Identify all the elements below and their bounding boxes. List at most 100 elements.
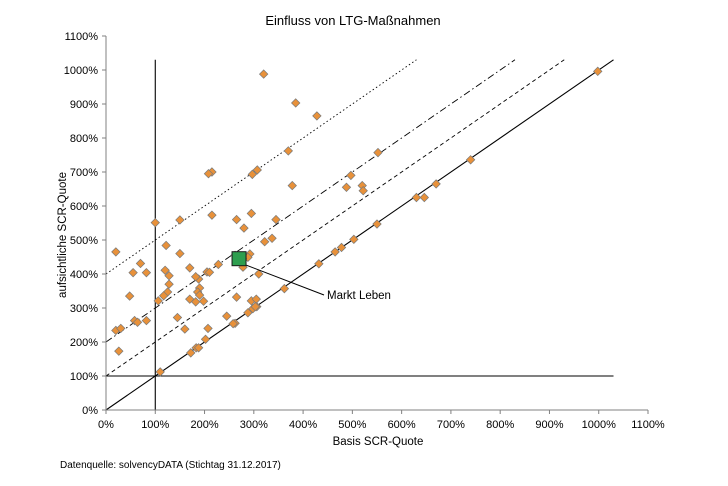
data-points: [111, 66, 603, 377]
data-point: [593, 66, 603, 77]
chart-title: Einfluss von LTG-Maßnahmen: [265, 13, 440, 28]
data-point: [254, 269, 264, 279]
x-axis-ticks: 0% 100% 200% 300% 400% 500% 600% 700% 800% 900% 10…: [98, 410, 665, 431]
x-tick-label: 1100%: [631, 419, 665, 431]
data-point: [346, 170, 356, 181]
highlight-group: Markt Leben: [231, 251, 391, 302]
data-point: [153, 296, 163, 306]
reference-lines: [105, 59, 614, 411]
data-point: [419, 192, 429, 203]
data-point: [128, 267, 138, 278]
data-point: [155, 367, 165, 377]
data-point: [222, 311, 232, 321]
y-tick-label: 1000%: [64, 65, 98, 77]
data-point: [431, 179, 441, 189]
data-point: [160, 265, 170, 275]
data-point: [312, 111, 322, 121]
data-point: [124, 291, 135, 301]
data-point: [465, 155, 476, 165]
x-tick-label: 700%: [437, 419, 465, 431]
reference-line-diagonal-400: [105, 59, 417, 275]
axes: [105, 36, 648, 411]
data-point: [175, 248, 185, 259]
data-point: [161, 240, 171, 251]
data-point: [267, 233, 277, 243]
data-point: [135, 258, 146, 269]
x-tick-label: 300%: [240, 419, 268, 431]
data-point: [336, 242, 347, 253]
market-label: Markt Leben: [327, 290, 391, 302]
data-point: [213, 259, 224, 270]
data-point: [185, 263, 195, 273]
x-tick-label: 900%: [535, 419, 563, 431]
data-point: [193, 343, 204, 353]
data-point: [231, 292, 242, 302]
data-point: [283, 146, 294, 156]
data-point: [164, 279, 174, 289]
y-tick-label: 200%: [70, 337, 98, 349]
data-point: [349, 234, 359, 245]
y-tick-label: 800%: [70, 133, 98, 145]
data-point: [341, 182, 352, 192]
y-axis-title: aufsichtliche SCR-Quote: [57, 172, 69, 298]
data-point: [291, 98, 301, 108]
data-point: [150, 217, 160, 228]
x-tick-label: 1000%: [582, 419, 616, 431]
data-point: [243, 308, 253, 318]
data-point: [141, 267, 152, 278]
data-point: [114, 346, 124, 356]
data-point: [373, 147, 383, 158]
data-point: [158, 291, 169, 301]
x-tick-label: 100%: [141, 419, 169, 431]
data-point: [279, 283, 290, 294]
x-tick-label: 200%: [190, 419, 218, 431]
data-point: [259, 237, 270, 247]
data-point: [330, 247, 340, 257]
y-axis-ticks: 0% 100% 200% 300% 400% 500% 600% 700% 800% 900% 10…: [64, 31, 106, 417]
data-point: [204, 267, 215, 277]
x-axis-title: Basis SCR-Quote: [333, 436, 424, 448]
data-point: [207, 210, 217, 220]
data-point: [231, 214, 242, 225]
annotation-leader-line: [244, 264, 325, 296]
data-point: [411, 192, 422, 203]
data-point: [258, 69, 269, 79]
data-point: [198, 296, 209, 306]
data-point: [203, 323, 213, 334]
market-marker: [231, 251, 247, 267]
data-point: [132, 317, 143, 327]
x-tick-label: 400%: [289, 419, 317, 431]
x-tick-label: 600%: [388, 419, 416, 431]
data-point: [141, 315, 152, 326]
data-point: [180, 324, 190, 334]
data-point: [190, 272, 201, 282]
data-point: [252, 165, 262, 175]
y-tick-label: 1100%: [65, 31, 99, 43]
reference-line-diagonal-0: [105, 59, 614, 411]
y-tick-label: 700%: [70, 167, 98, 179]
data-point: [194, 290, 205, 300]
data-point: [239, 223, 249, 233]
data-point: [246, 208, 257, 219]
data-point: [314, 259, 324, 269]
data-point: [111, 247, 121, 257]
reference-line-diagonal-100: [105, 59, 565, 377]
reference-line-diagonal-200: [105, 59, 516, 343]
y-tick-label: 0%: [82, 405, 98, 417]
data-point: [116, 323, 126, 334]
data-point: [190, 297, 201, 307]
data-point: [287, 180, 297, 191]
data-point: [175, 215, 185, 225]
data-point: [372, 219, 382, 229]
data-point: [186, 348, 196, 358]
x-tick-label: 500%: [338, 419, 366, 431]
data-point: [247, 169, 258, 180]
y-tick-label: 100%: [70, 371, 98, 383]
data-point: [250, 301, 260, 312]
y-tick-label: 900%: [70, 99, 98, 111]
data-point: [271, 214, 281, 225]
source-note: Datenquelle: solvencyDATA (Stichtag 31.1…: [60, 460, 281, 471]
data-point: [172, 312, 183, 323]
y-tick-label: 400%: [70, 269, 98, 281]
